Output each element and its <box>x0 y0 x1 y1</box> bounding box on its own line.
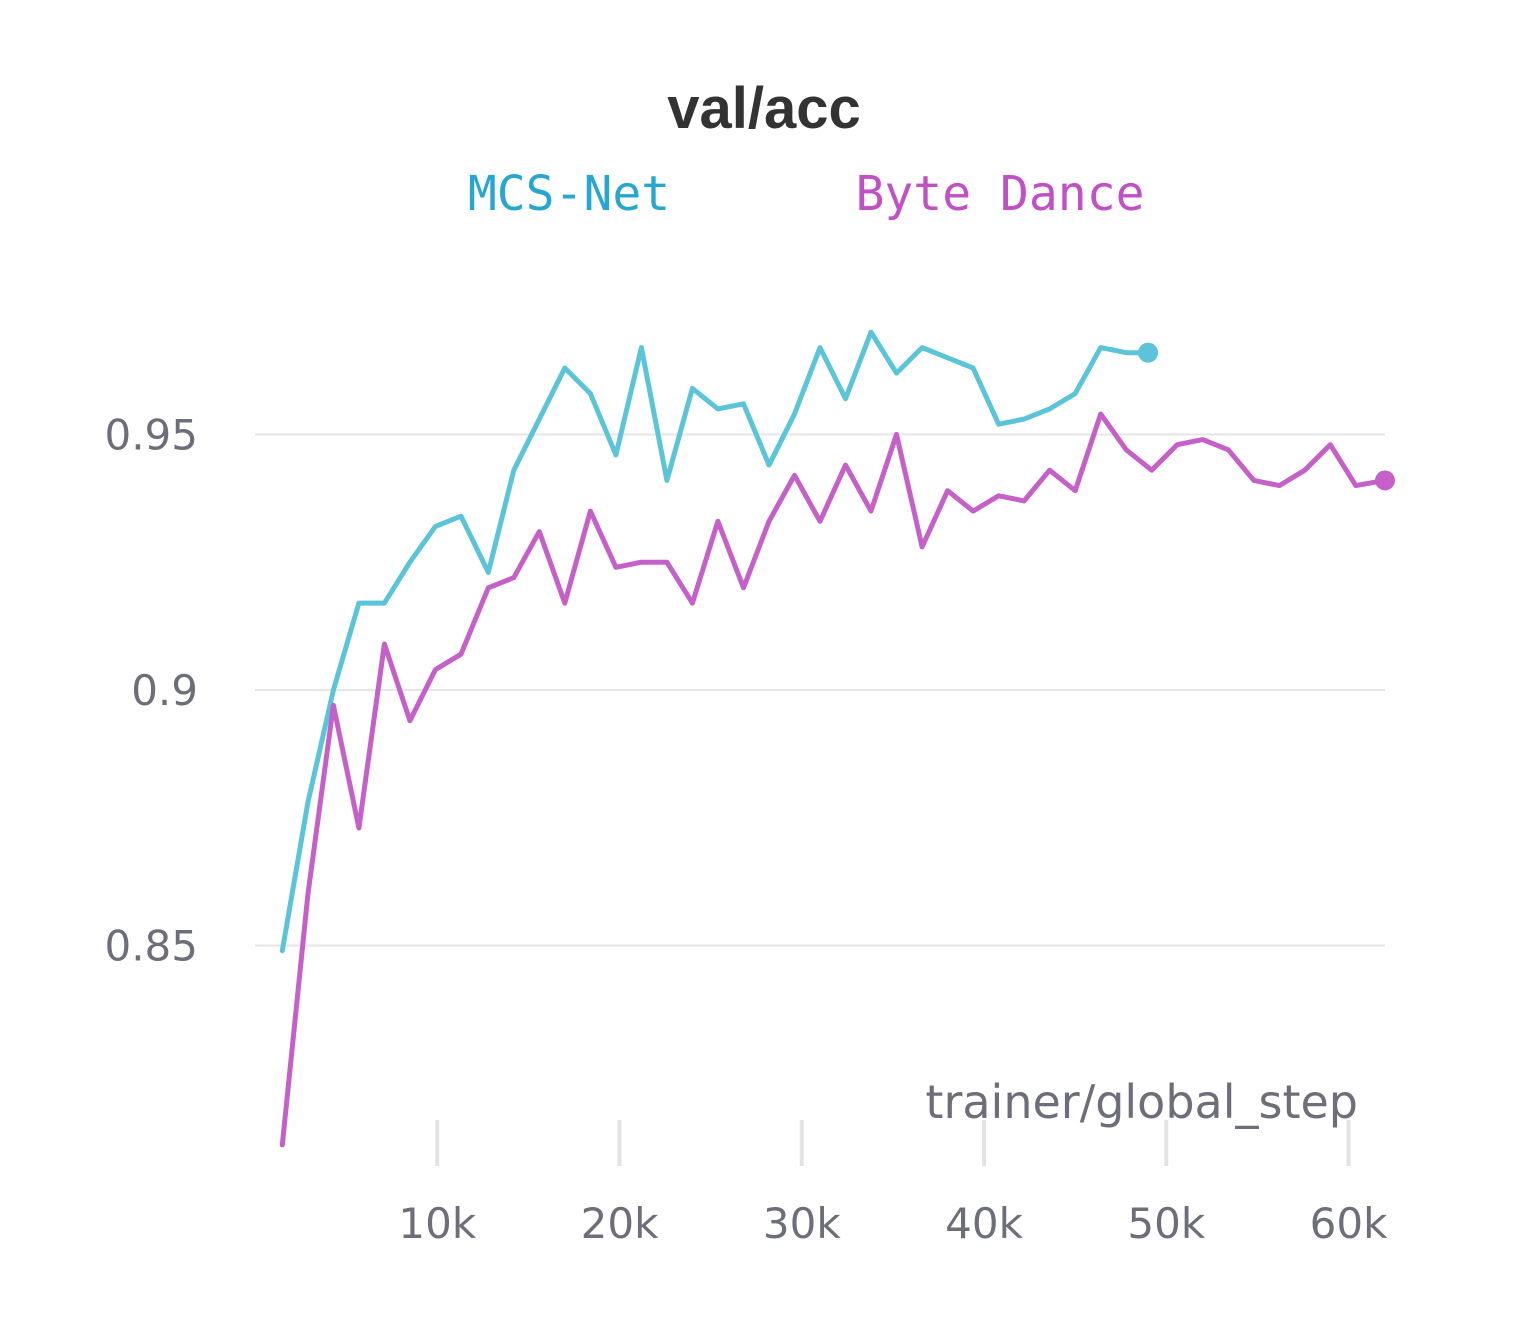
grid-lines <box>255 433 1385 947</box>
chart-title: val/acc <box>667 76 861 141</box>
legend-entry-1: Byte Dance <box>856 166 1145 222</box>
series-group <box>279 329 1395 1148</box>
x-tick-label-4: 50k <box>1127 1199 1205 1248</box>
legend-entry-0: MCS-Net <box>468 166 670 222</box>
y-tick-label-0: 0.85 <box>104 922 198 971</box>
x-axis: 10k 20k 30k 40k 50k 60k <box>398 1120 1388 1248</box>
x-axis-label: trainer/global_step <box>925 1075 1358 1129</box>
x-tick-label-2: 30k <box>763 1199 841 1248</box>
x-tick-label-3: 40k <box>945 1199 1023 1248</box>
series-end-marker-0 <box>1138 342 1159 363</box>
y-tick-label-2: 0.95 <box>104 410 198 459</box>
series-line-0 <box>279 329 1151 954</box>
x-tick-label-1: 20k <box>581 1199 659 1248</box>
y-axis: 0.85 0.9 0.95 <box>104 410 198 970</box>
series-line-1 <box>279 411 1388 1148</box>
y-tick-label-1: 0.9 <box>131 666 198 715</box>
x-tick-label-5: 60k <box>1310 1199 1388 1248</box>
x-tick-label-0: 10k <box>398 1199 476 1248</box>
series-end-marker-1 <box>1375 470 1395 491</box>
legend: MCS-Net Byte Dance <box>468 166 1145 222</box>
